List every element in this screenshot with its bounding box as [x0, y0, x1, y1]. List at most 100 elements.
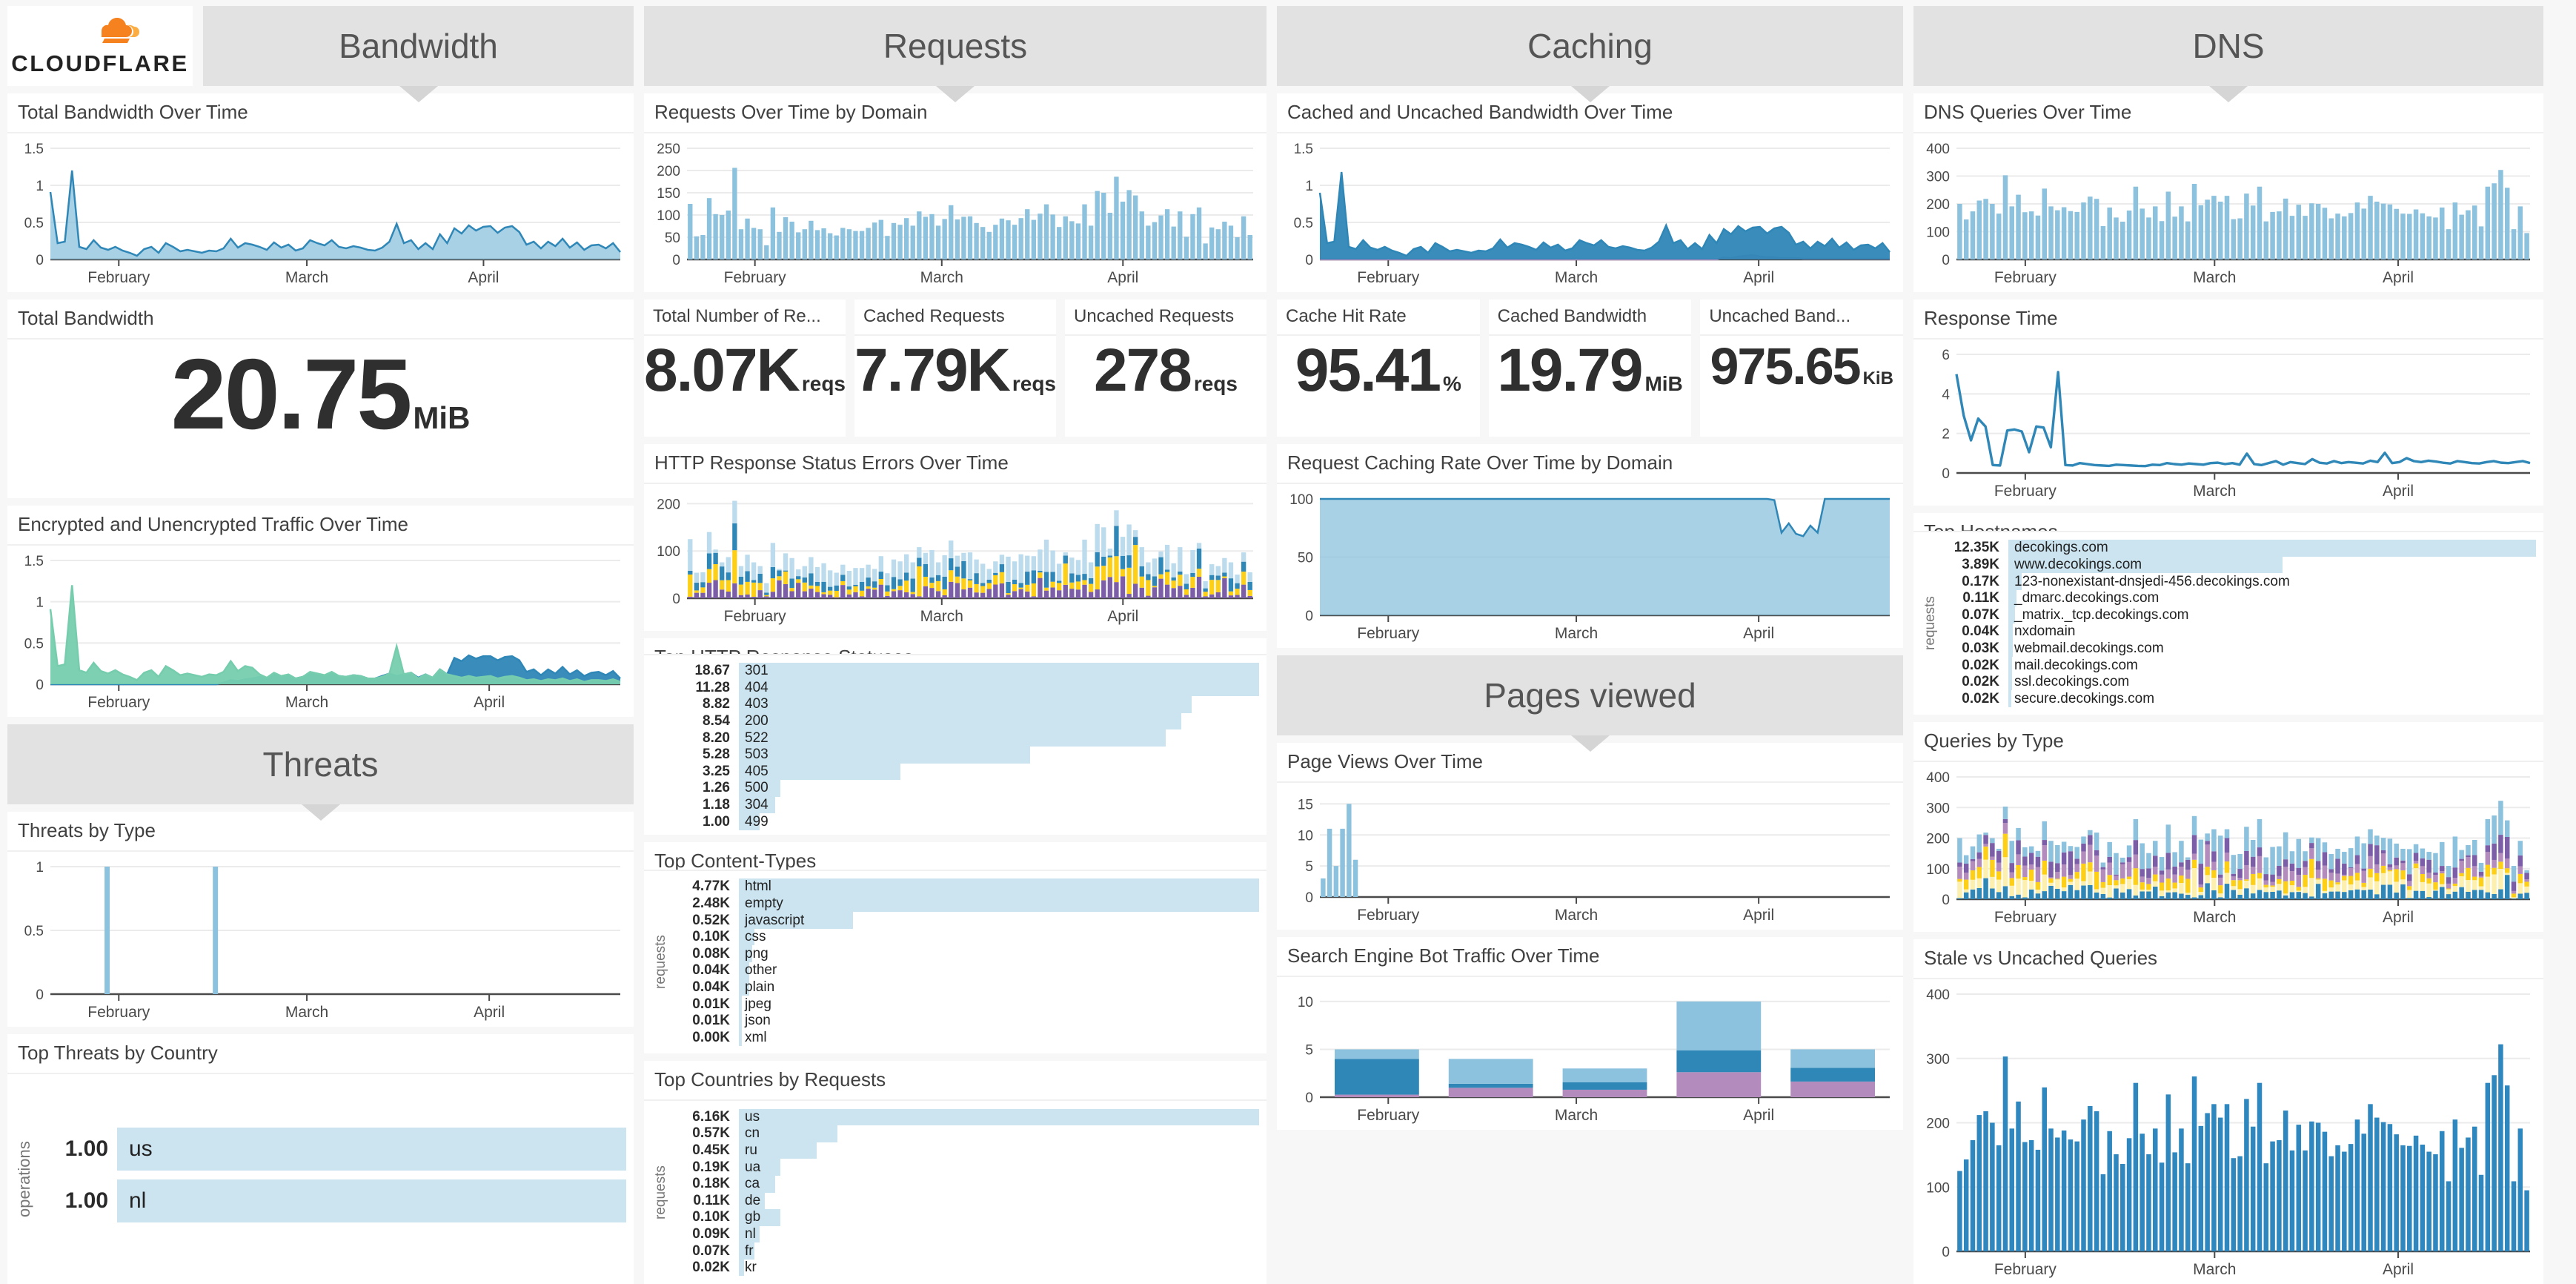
- list-item[interactable]: 0.17K 123-nonexistant-dnsjedi-456.decokin…: [1940, 573, 2536, 590]
- chart-encrypted-traffic[interactable]: 0 0.5 1 1.5 February March April: [15, 550, 626, 714]
- list-item[interactable]: 1.00 nl: [34, 1179, 626, 1222]
- list-item[interactable]: 0.02K ssl.decokings.com: [1940, 673, 2536, 691]
- chart-requests-over-time[interactable]: 0 50 100 150 200 250 February March April: [651, 138, 1259, 289]
- list-item-label: gb: [745, 1209, 761, 1225]
- svg-text:0: 0: [1305, 890, 1313, 906]
- list-item[interactable]: 0.01K json: [671, 1012, 1259, 1030]
- list-item[interactable]: 4.77K html: [671, 878, 1259, 896]
- list-item[interactable]: 1.26 500: [671, 780, 1259, 797]
- svg-text:10: 10: [1298, 828, 1313, 844]
- chart-total-bandwidth-over-time[interactable]: 0 0.5 1 1.5 February March April: [15, 138, 626, 289]
- chart-stale-vs-uncached[interactable]: 0 100 200 300 400 February March April: [1921, 984, 2536, 1281]
- list-item[interactable]: 0.07K fr: [671, 1242, 1259, 1260]
- panel-title: HTTP Response Status Errors Over Time: [644, 444, 1267, 484]
- chart-threats-by-type[interactable]: 0 0.5 1 February March April: [15, 856, 626, 1024]
- list-item[interactable]: 0.01K jpeg: [671, 996, 1259, 1013]
- list-item-label: webmail.decokings.com: [2014, 640, 2164, 656]
- list-item[interactable]: 0.02K mail.decokings.com: [1940, 657, 2536, 674]
- panel-title: Total Bandwidth Over Time: [7, 93, 634, 133]
- chart-http-errors-over-time[interactable]: 0 100 200 February March April: [651, 489, 1259, 628]
- chart-request-caching-rate[interactable]: 0 50 100 February March April: [1284, 489, 1896, 645]
- list-item-value: 0.57K: [692, 1125, 730, 1142]
- list-item[interactable]: 1.00 us: [34, 1127, 626, 1171]
- svg-text:February: February: [724, 269, 787, 286]
- chart-cached-uncached-bandwidth[interactable]: 0 0.5 1 1.5 February March April: [1284, 138, 1896, 289]
- list-item[interactable]: 0.19K ua: [671, 1159, 1259, 1176]
- list-item[interactable]: 0.04K other: [671, 962, 1259, 979]
- svg-text:March: March: [285, 1004, 328, 1021]
- list-item[interactable]: 0.02K secure.decokings.com: [1940, 690, 2536, 707]
- svg-text:6: 6: [1942, 348, 1950, 363]
- list-item[interactable]: 3.25 405: [671, 763, 1259, 781]
- list-item[interactable]: 0.03K webmail.decokings.com: [1940, 640, 2536, 658]
- svg-text:April: April: [1743, 625, 1774, 642]
- list-item[interactable]: 0.18K ca: [671, 1175, 1259, 1193]
- list-item-label: png: [745, 945, 769, 962]
- list-item[interactable]: 8.54 200: [671, 712, 1259, 730]
- list-item-label: other: [745, 962, 777, 979]
- list-item-value: 0.07K: [692, 1242, 730, 1259]
- list-item-bar: 301: [739, 663, 1259, 680]
- list-item-value: 0.00K: [692, 1029, 730, 1045]
- list-item[interactable]: 2.48K empty: [671, 895, 1259, 913]
- list-item-label: json: [745, 1013, 771, 1029]
- list-item[interactable]: 12.35K decokings.com: [1940, 540, 2536, 557]
- list-item-value: 0.02K: [1962, 690, 1999, 706]
- list-item-value: 0.18K: [692, 1176, 730, 1192]
- list-item[interactable]: 0.11K de: [671, 1192, 1259, 1210]
- section-banner-dns: DNS: [1913, 6, 2543, 86]
- svg-text:1.5: 1.5: [24, 554, 44, 569]
- list-item[interactable]: 0.09K nl: [671, 1225, 1259, 1243]
- list-item-label: fr: [745, 1242, 754, 1259]
- list-item[interactable]: 0.04K plain: [671, 979, 1259, 996]
- list-item-value: 1.00: [703, 813, 730, 830]
- list-item[interactable]: 0.08K png: [671, 945, 1259, 963]
- list-item[interactable]: 0.10K css: [671, 928, 1259, 946]
- list-item[interactable]: 11.28 404: [671, 679, 1259, 697]
- list-item[interactable]: 0.02K kr: [671, 1259, 1259, 1277]
- column-bandwidth: CLOUDFLARE Bandwidth Total Bandwidth Ove…: [7, 6, 634, 1284]
- svg-text:April: April: [1743, 907, 1774, 924]
- list-item[interactable]: 1.18 304: [671, 796, 1259, 814]
- list-item-value: 8.54: [703, 713, 730, 729]
- list-item[interactable]: 6.16K us: [671, 1108, 1259, 1126]
- list-item[interactable]: 5.28 503: [671, 746, 1259, 764]
- list-item[interactable]: 3.89K www.decokings.com: [1940, 556, 2536, 574]
- list-item-value: 11.28: [695, 679, 731, 695]
- panel-title: Queries by Type: [1913, 722, 2543, 762]
- list-item[interactable]: 0.07K _matrix._tcp.decokings.com: [1940, 606, 2536, 624]
- panel-page-views-over-time: Page Views Over Time 0 5 10 15 February March…: [1277, 743, 1903, 930]
- list-item-value: 0.04K: [1962, 623, 1999, 640]
- list-item[interactable]: 0.57K cn: [671, 1125, 1259, 1142]
- rank-rows: 1.00 us 1.00 nl: [34, 1082, 626, 1277]
- svg-text:March: March: [1555, 625, 1598, 642]
- panel-request-caching-rate: Request Caching Rate Over Time by Domain…: [1277, 444, 1903, 648]
- list-item-bar: 403: [739, 696, 1259, 713]
- chart-bot-traffic-over-time[interactable]: 0 5 10 February March April: [1284, 982, 1896, 1127]
- list-item-bar: html: [739, 878, 1259, 896]
- list-item[interactable]: 0.11K _dmarc.decokings.com: [1940, 589, 2536, 607]
- svg-text:0.5: 0.5: [24, 924, 44, 939]
- list-item-value: 0.10K: [692, 929, 730, 945]
- svg-text:March: March: [2193, 909, 2236, 926]
- list-item[interactable]: 0.45K ru: [671, 1142, 1259, 1159]
- list-item[interactable]: 0.52K javascript: [671, 912, 1259, 929]
- chart-page-views-over-time[interactable]: 0 5 10 15 February March April: [1284, 787, 1896, 927]
- chart-dns-queries-over-time[interactable]: 0 100 200 300 400 February March April: [1921, 138, 2536, 289]
- list-item[interactable]: 0.10K gb: [671, 1209, 1259, 1226]
- list-item[interactable]: 8.82 403: [671, 696, 1259, 713]
- svg-text:0.5: 0.5: [24, 636, 44, 652]
- list-item-label: de: [745, 1192, 761, 1208]
- chart-response-time[interactable]: 0 2 4 6 February March April: [1921, 344, 2536, 503]
- list-item-value: 4.77K: [692, 878, 730, 895]
- list-item[interactable]: 8.20 522: [671, 729, 1259, 747]
- list-item-bar: gb: [739, 1209, 1259, 1226]
- list-item[interactable]: 1.00 499: [671, 813, 1259, 830]
- list-item[interactable]: 18.67 301: [671, 663, 1259, 680]
- panel-encrypted-traffic: Encrypted and Unencrypted Traffic Over T…: [7, 506, 634, 717]
- list-item[interactable]: 0.00K xml: [671, 1029, 1259, 1046]
- list-item[interactable]: 0.04K nxdomain: [1940, 623, 2536, 641]
- svg-text:1: 1: [36, 595, 44, 611]
- chart-queries-by-type[interactable]: 0 100 200 300 400 February March April: [1921, 767, 2536, 929]
- svg-text:250: 250: [657, 142, 680, 157]
